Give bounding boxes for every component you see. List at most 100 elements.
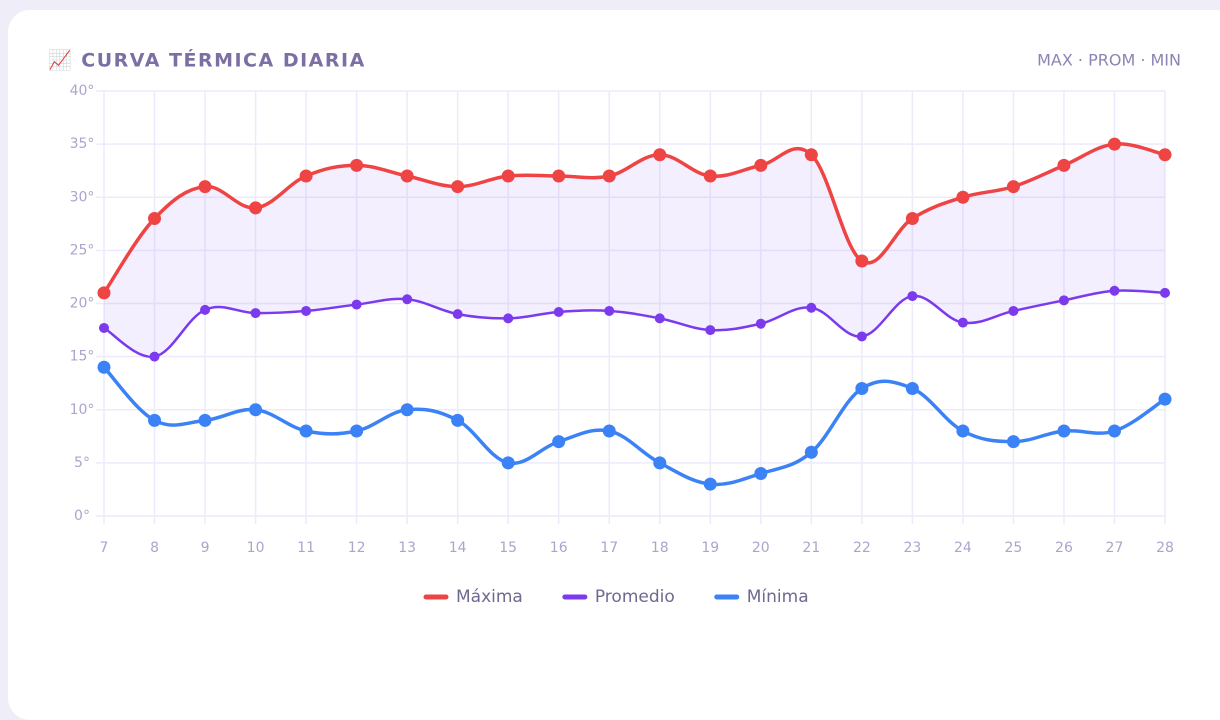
point: [654, 313, 665, 324]
point: [905, 382, 919, 395]
y-tick-label: 5°: [74, 455, 90, 471]
x-tick-label: 7: [100, 540, 109, 556]
point: [855, 382, 869, 395]
point: [97, 360, 111, 374]
x-tick-label: 16: [550, 540, 568, 556]
legend-label: Máxima: [456, 587, 523, 607]
point: [1109, 285, 1120, 296]
x-tick-label: 11: [297, 540, 315, 556]
point: [653, 148, 667, 162]
x-tick-label: 23: [903, 540, 921, 556]
point: [200, 304, 211, 315]
point: [501, 456, 515, 470]
y-tick-label: 0°: [74, 508, 90, 524]
point: [653, 456, 667, 470]
point: [99, 322, 109, 333]
point: [855, 254, 869, 268]
x-tick-label: 8: [150, 540, 159, 556]
x-tick-label: 25: [1005, 540, 1023, 556]
point: [804, 445, 818, 459]
x-tick-label: 18: [651, 540, 669, 556]
legend-label: Mínima: [747, 587, 809, 607]
point: [400, 403, 414, 417]
point: [249, 403, 263, 417]
point: [1158, 392, 1172, 406]
series-line: [103, 289, 1166, 358]
y-tick-label: 10°: [70, 402, 95, 418]
point: [1107, 137, 1121, 151]
y-tick-label: 40°: [70, 83, 95, 99]
point: [250, 308, 261, 319]
point: [1107, 424, 1121, 438]
point: [754, 467, 768, 480]
x-tick-label: 14: [449, 540, 467, 556]
point: [198, 413, 212, 427]
point: [703, 169, 717, 183]
card: [8, 10, 1220, 720]
point: [552, 435, 566, 449]
point: [299, 169, 313, 183]
y-tick-label: 30°: [70, 189, 95, 205]
point: [451, 413, 465, 427]
point: [249, 201, 263, 215]
point: [402, 294, 413, 305]
point: [97, 286, 111, 300]
series-line: [102, 142, 1166, 294]
point: [705, 325, 716, 336]
point: [503, 313, 514, 324]
point: [350, 424, 364, 438]
point: [552, 169, 566, 183]
point: [350, 158, 364, 172]
point: [351, 299, 362, 310]
point: [1006, 435, 1020, 449]
point: [148, 413, 162, 427]
y-tick-label: 20°: [70, 296, 95, 312]
x-tick-label: 22: [853, 540, 871, 556]
point: [451, 180, 465, 194]
point: [1158, 148, 1172, 162]
point: [804, 148, 818, 162]
point: [856, 331, 867, 342]
point: [299, 424, 313, 438]
point: [604, 305, 615, 316]
point: [452, 309, 463, 320]
point: [755, 318, 766, 329]
point: [198, 180, 212, 194]
point: [400, 169, 414, 183]
point: [553, 307, 564, 317]
x-tick-label: 13: [398, 540, 416, 556]
x-tick-label: 10: [247, 540, 265, 556]
point: [1160, 287, 1170, 298]
x-tick-label: 19: [701, 540, 719, 556]
point: [703, 477, 717, 491]
point: [956, 190, 970, 204]
point: [301, 305, 312, 316]
y-tick-label: 25°: [70, 242, 95, 258]
range-band: [104, 143, 1165, 357]
point: [1057, 158, 1071, 172]
point: [957, 317, 968, 328]
point: [754, 158, 768, 172]
x-tick-label: 15: [499, 540, 517, 556]
point: [1058, 295, 1069, 306]
x-tick-label: 9: [201, 540, 210, 556]
x-tick-label: 28: [1156, 540, 1174, 556]
point: [602, 424, 616, 438]
x-tick-label: 21: [802, 540, 820, 556]
point: [956, 424, 970, 438]
x-tick-label: 27: [1106, 540, 1124, 556]
point: [501, 169, 515, 183]
y-tick-label: 15°: [70, 349, 95, 365]
point: [148, 212, 162, 225]
point: [806, 302, 817, 313]
point: [1006, 180, 1020, 194]
series-line: [102, 366, 1166, 487]
x-tick-label: 12: [348, 540, 366, 556]
point: [1057, 424, 1071, 438]
x-tick-label: 24: [954, 540, 972, 556]
point: [149, 351, 160, 362]
point: [907, 291, 918, 302]
chart-title: 📈 CURVA TÉRMICA DIARIA: [48, 49, 366, 72]
